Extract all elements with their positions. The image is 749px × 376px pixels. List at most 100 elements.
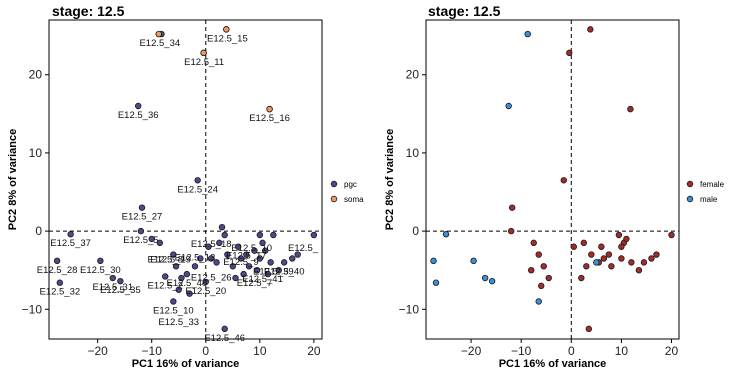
data-point [97, 257, 104, 265]
data-point [202, 278, 209, 286]
data-point [628, 259, 635, 266]
data-point [194, 177, 201, 184]
data-point [207, 255, 215, 262]
y-tick-label: −10 [399, 302, 420, 316]
data-point [538, 282, 545, 290]
point-label: E12.5_19 [150, 255, 191, 266]
data-point [627, 105, 634, 113]
data-point [668, 231, 675, 239]
data-point [183, 270, 191, 278]
x-tick-label: −10 [142, 344, 163, 358]
point-label: E12.5_10 [153, 305, 194, 316]
data-point [170, 298, 177, 305]
data-point [253, 266, 261, 274]
data-point [432, 279, 440, 286]
data-point [256, 255, 264, 262]
data-point [138, 204, 146, 211]
legend-key [330, 195, 338, 203]
data-point [508, 204, 516, 211]
data-point [507, 227, 515, 235]
data-point [162, 273, 169, 280]
y-tick-label: 20 [406, 68, 420, 82]
data-point [280, 259, 288, 266]
series-female [507, 26, 675, 333]
data-point [540, 263, 547, 270]
data-point [640, 259, 648, 266]
x-tick-label: −20 [461, 344, 482, 358]
data-point [178, 274, 185, 282]
data-point [213, 259, 220, 266]
data-point [240, 270, 247, 278]
legend-key [686, 180, 694, 188]
point-label: E12.5_26 [191, 273, 232, 284]
data-point [600, 255, 608, 262]
data-point [535, 251, 542, 258]
point-label: E12.5_39 [253, 266, 294, 277]
point-label: E12.5_ [288, 243, 319, 254]
data-point [221, 325, 228, 333]
data-point [310, 231, 318, 239]
y-axis-label: PC2 8% of variance [7, 129, 19, 231]
data-point [275, 266, 282, 274]
data-point [191, 263, 199, 270]
data-point [264, 270, 272, 278]
data-point [588, 251, 595, 258]
data-point [653, 251, 660, 258]
chart-panel-2: stage: 12.5 −20 −10 0 10 20 −10 0 10 20 PC1 16% of… [384, 3, 725, 370]
x-tick-label: −10 [511, 344, 532, 358]
data-point [585, 325, 593, 333]
data-point [270, 231, 277, 239]
data-point [618, 255, 625, 262]
data-point [245, 263, 253, 270]
data-point [137, 227, 145, 235]
legend: pgc soma [330, 180, 364, 204]
y-tick-label: 10 [406, 146, 420, 160]
data-point [566, 49, 573, 57]
y-axis-label: PC2 8% of variance [384, 129, 396, 231]
data-point [545, 274, 552, 282]
data-point [237, 255, 245, 262]
data-point [175, 286, 182, 293]
chart-panel-1: stage: 12.5 −20 −10 0 10 20 −10 0 10 20 PC1 16% of… [7, 3, 364, 370]
data-point [148, 235, 155, 243]
x-tick-label: −20 [87, 344, 108, 358]
data-point [442, 231, 450, 238]
plot-border [425, 19, 680, 340]
data-point [266, 105, 273, 113]
point-label: E12.5_9 [223, 257, 258, 268]
x-tick-label: 10 [615, 344, 629, 358]
point-label: E12.5_20 [185, 286, 226, 297]
plot-border [48, 19, 323, 340]
data-point [256, 231, 264, 239]
data-point [186, 290, 193, 297]
series-soma [155, 26, 273, 113]
point-label: E12.5_33 [158, 317, 199, 328]
data-point [223, 26, 230, 33]
data-point [259, 239, 266, 247]
point-label: E12.5_41 [242, 274, 283, 285]
data-point [535, 298, 542, 305]
data-point [530, 239, 537, 247]
data-point [262, 247, 269, 254]
data-point [221, 231, 228, 239]
point-labels: E12.5_34 E12.5_15 E12.5_11 E12.5_16 E12.5_36… [37, 33, 319, 343]
series-male [430, 30, 600, 305]
x-axis-label: PC1 16% of variance [132, 358, 240, 370]
data-point [56, 279, 64, 286]
data-point [580, 239, 588, 247]
point-label: E12.5_36 [118, 110, 159, 121]
data-point [608, 263, 615, 270]
data-point [197, 255, 204, 262]
data-point [470, 257, 477, 265]
data-point [134, 102, 142, 110]
y-tick-label: −10 [22, 302, 43, 316]
x-axis-label: PC1 16% of variance [499, 358, 607, 370]
y-tick-label: 20 [29, 68, 43, 82]
point-label: E12.5_34 [139, 38, 180, 49]
point-label: E12.5_2 [148, 280, 183, 291]
point-label: E12.5_32 [39, 287, 80, 298]
chart-title: stage: 12.5 [428, 3, 501, 19]
point-label: E12.5_7 [237, 278, 272, 289]
x-tick-label: 20 [665, 344, 679, 358]
